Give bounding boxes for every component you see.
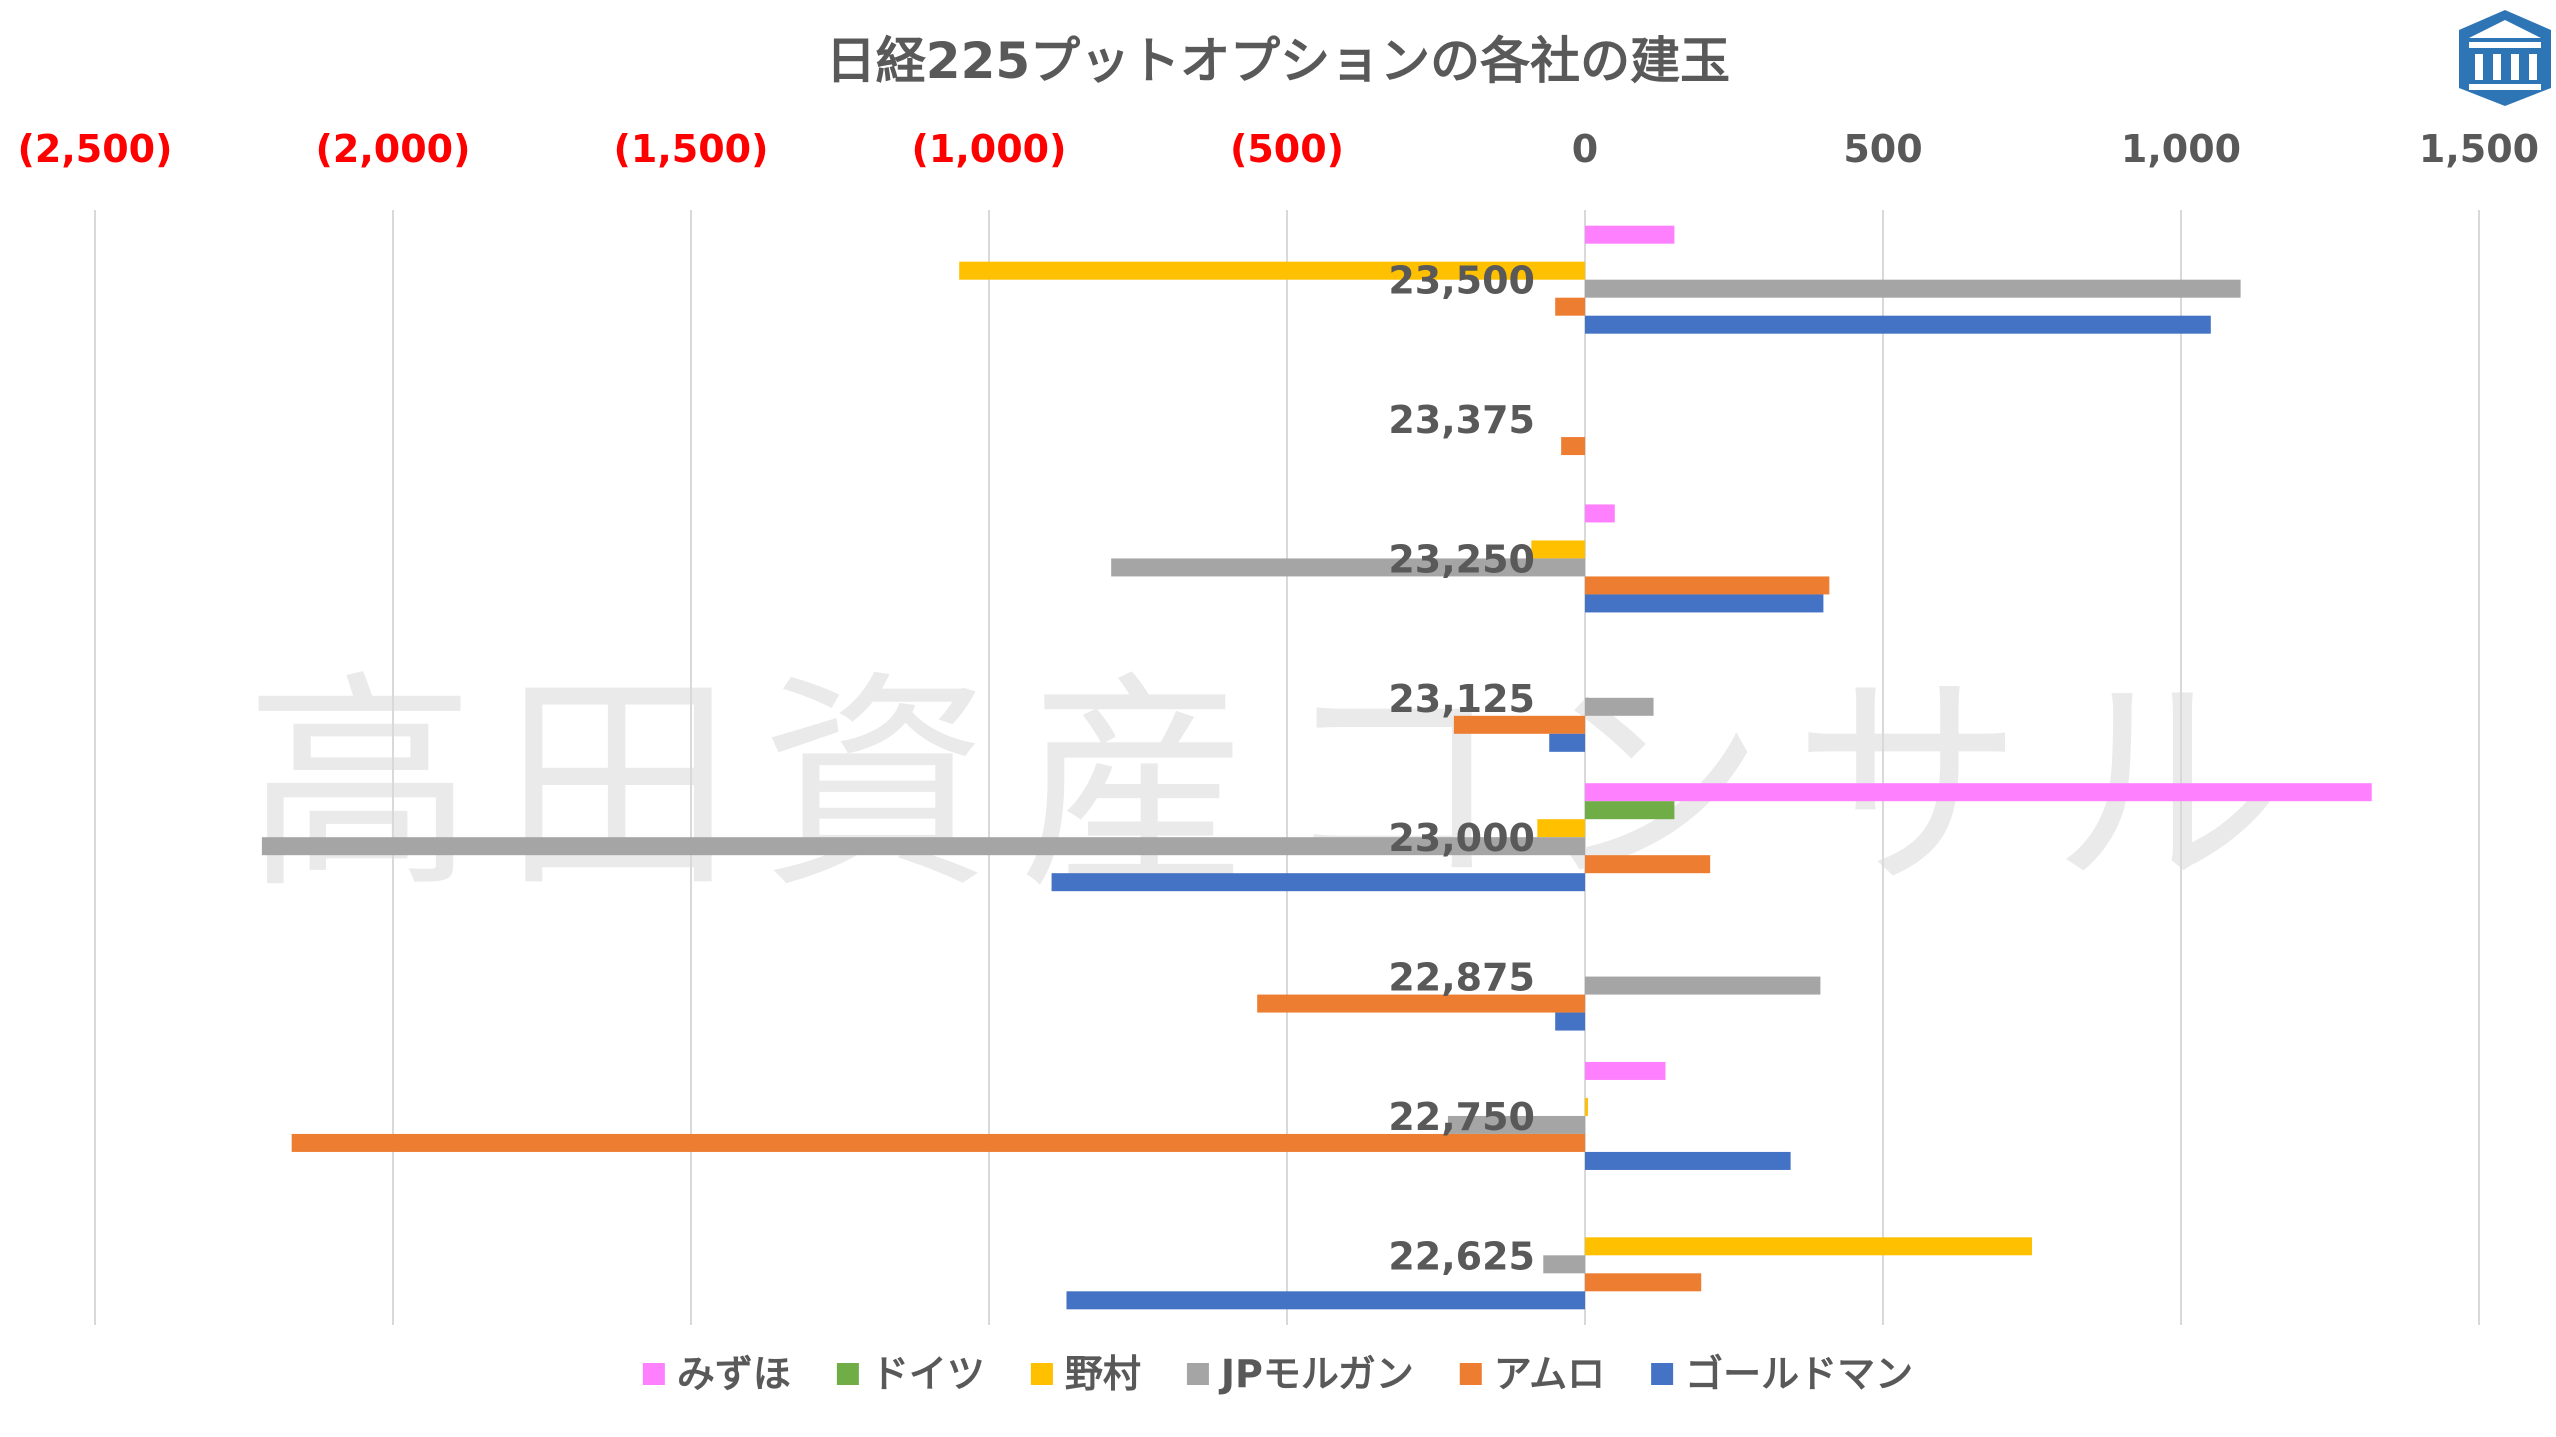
x-tick-label: 0: [1572, 127, 1598, 171]
bar: [1585, 1151, 1791, 1170]
logo: [2459, 10, 2551, 106]
bar: [1585, 783, 2372, 802]
legend-label: アムロ: [1494, 1352, 1605, 1396]
category-label: 23,000: [1388, 816, 1535, 860]
category-labels: 23,500 23,375 23,250 23,125 23,000 22,875 22,7…: [1388, 259, 1535, 1279]
bar: [1585, 976, 1821, 995]
category-label: 22,750: [1388, 1095, 1535, 1139]
bar: [1555, 1012, 1585, 1031]
legend-label: ゴールドマン: [1685, 1352, 1913, 1396]
bar: [1585, 594, 1824, 613]
legend: みずほ ドイツ 野村 JPモルガン アムロ ゴールドマン: [642, 1352, 1913, 1396]
category-label: 23,375: [1388, 398, 1535, 442]
building-logo-icon: [2459, 10, 2551, 106]
legend-swatch: [1651, 1363, 1674, 1385]
bar: [1585, 279, 2241, 298]
bar: [1531, 540, 1585, 559]
bar: [1555, 297, 1585, 316]
bar: [1543, 1255, 1585, 1274]
bar: [1561, 437, 1585, 456]
bar: [1585, 855, 1711, 874]
x-tick-label: (2,000): [316, 127, 471, 171]
bar: [1585, 697, 1654, 716]
bar: [1585, 1237, 2032, 1256]
legend-label: ドイツ: [871, 1352, 985, 1396]
bar: [1549, 733, 1585, 752]
bar: [1257, 994, 1585, 1013]
bar: [1051, 873, 1585, 892]
legend-label: 野村: [1065, 1352, 1141, 1396]
bar: [1585, 315, 2211, 334]
bar: [1585, 225, 1675, 244]
x-tick-label: 500: [1843, 127, 1922, 171]
bar: [1066, 1291, 1585, 1310]
category-label: 23,125: [1388, 677, 1535, 721]
bar: [1585, 1097, 1588, 1116]
bar: [1585, 1061, 1666, 1080]
legend-label: JPモルガン: [1218, 1352, 1414, 1396]
x-axis-ticks: (2,500) (2,000) (1,500) (1,000) (500) 0 500 1,0…: [18, 127, 2540, 171]
chart-title: 日経225プットオプションの各社の建玉: [826, 32, 1730, 90]
bar: [1111, 558, 1585, 577]
x-tick-label: (1,500): [614, 127, 769, 171]
bar: [1585, 801, 1675, 820]
category-label: 23,500: [1388, 259, 1535, 303]
x-tick-label: (500): [1230, 127, 1344, 171]
legend-swatch: [1030, 1363, 1053, 1385]
x-tick-label: 1,500: [2419, 127, 2539, 171]
legend-swatch: [1186, 1363, 1209, 1385]
x-tick-label: (2,500): [18, 127, 173, 171]
bar: [1447, 1115, 1585, 1134]
x-tick-label: (1,000): [912, 127, 1067, 171]
legend-swatch: [1459, 1363, 1482, 1385]
bar: [261, 837, 1585, 856]
legend-swatch: [836, 1363, 859, 1385]
bar: [1585, 576, 1830, 595]
bars: [261, 225, 2372, 1310]
legend-swatch: [642, 1363, 665, 1385]
x-tick-label: 1,000: [2121, 127, 2241, 171]
legend-label: みずほ: [677, 1352, 791, 1396]
bar: [1537, 819, 1585, 838]
category-label: 22,875: [1388, 956, 1535, 1000]
bar: [1585, 504, 1615, 523]
category-label: 23,250: [1388, 537, 1535, 581]
bar: [1453, 715, 1585, 734]
bar: [959, 261, 1585, 280]
bar: [1585, 1273, 1702, 1292]
bar: [291, 1133, 1586, 1152]
category-label: 22,625: [1388, 1234, 1535, 1278]
